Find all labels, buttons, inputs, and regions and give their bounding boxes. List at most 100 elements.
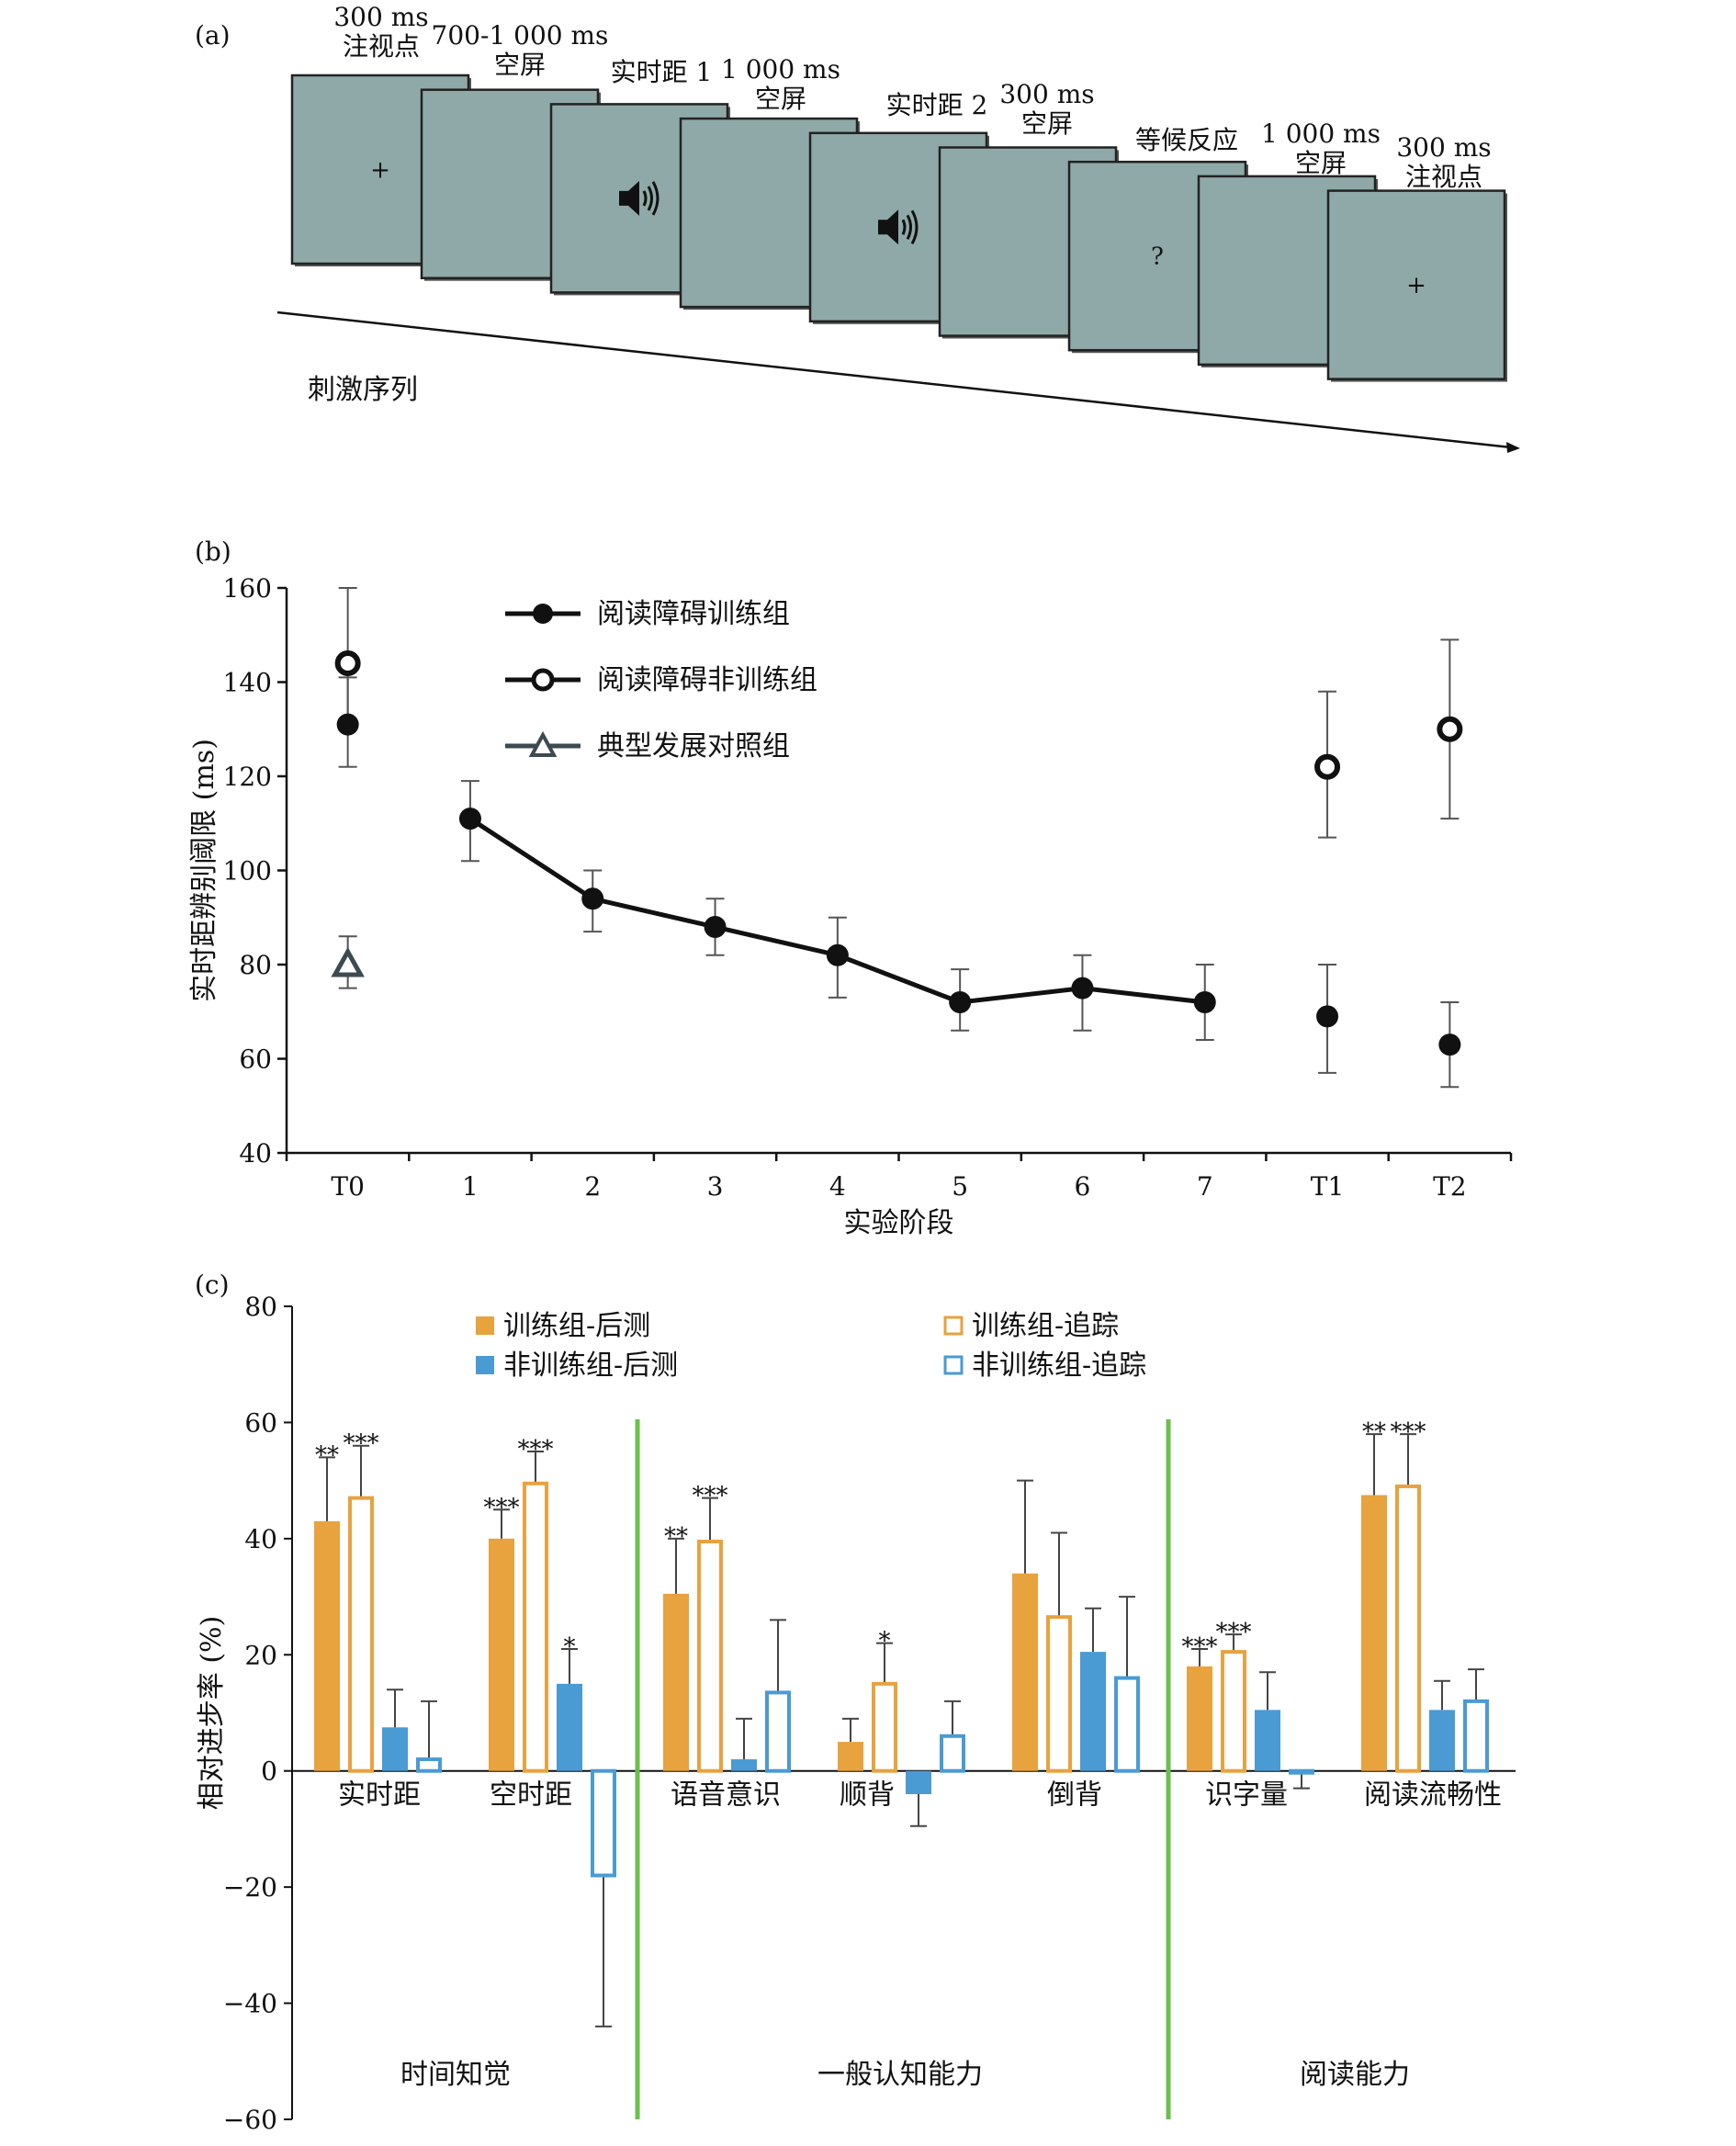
- bar-training-post: [1187, 1666, 1212, 1771]
- y-tick-label: 160: [223, 573, 272, 604]
- legend-label: 阅读障碍训练组: [597, 598, 790, 630]
- y-tick-label: 20: [244, 1640, 277, 1670]
- bar-nontraining-followup: [1289, 1768, 1314, 1775]
- significance-marker: ***: [518, 1436, 554, 1463]
- y-tick-label: 80: [239, 950, 272, 980]
- speaker-icon: [878, 209, 919, 245]
- significance-marker: ***: [1391, 1418, 1426, 1446]
- y-tick-label: −40: [223, 1989, 277, 2019]
- group-label: 阅读能力: [1300, 2059, 1410, 2091]
- y-tick-label: 60: [244, 1407, 277, 1438]
- screen-label: 实时距 2: [886, 90, 988, 120]
- bar-training-followup: [348, 1496, 374, 1773]
- x-tick-label: 6: [1075, 1171, 1091, 1202]
- data-point-training: [949, 991, 972, 1013]
- bar-nontraining-followup: [940, 1734, 965, 1773]
- bar-training-followup: [1395, 1484, 1421, 1773]
- category-label: 阅读流畅性: [1364, 1779, 1502, 1812]
- bar-training-followup: [697, 1540, 723, 1773]
- speaker-icon-wave: [651, 181, 659, 216]
- x-axis-label: 实验阶段: [844, 1207, 954, 1239]
- y-tick-label: −60: [223, 2105, 277, 2135]
- legend-swatch: [943, 1355, 964, 1375]
- bar-training-post: [663, 1593, 689, 1771]
- sequence-label: 刺激序列: [308, 374, 418, 406]
- significance-marker: **: [664, 1523, 688, 1551]
- data-point-training: [458, 808, 481, 830]
- screen-label: 空屏: [1021, 108, 1073, 139]
- category-label: 顺背: [840, 1779, 895, 1812]
- data-point-training: [1316, 1005, 1339, 1028]
- y-tick-label: −20: [223, 1872, 277, 1903]
- significance-marker: *: [879, 1628, 891, 1655]
- time-arrow-line: [276, 311, 1512, 449]
- y-tick-label: 0: [261, 1756, 277, 1787]
- category-label: 语音意识: [671, 1779, 781, 1812]
- stimulus-screen: [1326, 189, 1506, 380]
- bar-nontraining-post: [1429, 1710, 1455, 1771]
- legend-marker: [531, 668, 555, 692]
- legend-label: 非训练组-后测: [503, 1350, 678, 1382]
- screen-label: 空屏: [755, 84, 806, 114]
- bar-training-post: [838, 1742, 863, 1771]
- screen-label: 300 ms: [999, 79, 1094, 109]
- speaker-icon-wave: [910, 209, 919, 245]
- bar-training-post: [489, 1538, 514, 1771]
- bar-nontraining-followup: [1463, 1699, 1489, 1773]
- legend-label: 典型发展对照组: [597, 730, 790, 762]
- y-axis-label: 实时距辨别阈限 (ms): [188, 739, 220, 1002]
- speaker-icon-wave: [906, 214, 912, 241]
- fixation-cross: +: [1406, 272, 1426, 299]
- y-tick-label: 60: [239, 1045, 272, 1075]
- x-tick-label: 3: [707, 1171, 724, 1202]
- legend-marker: [528, 730, 558, 757]
- bar-nontraining-followup: [1114, 1676, 1140, 1773]
- significance-marker: *: [564, 1633, 576, 1661]
- legend-label: 训练组-追踪: [972, 1310, 1119, 1342]
- group-label: 时间知觉: [400, 2059, 511, 2091]
- speaker-icon: [619, 180, 659, 216]
- bar-training-followup: [523, 1481, 548, 1773]
- y-tick-label: 40: [239, 1138, 272, 1169]
- category-label: 空时距: [490, 1779, 572, 1812]
- screen-label: 空屏: [1295, 148, 1347, 178]
- category-label: 实时距: [338, 1779, 421, 1812]
- x-tick-label: 5: [952, 1171, 968, 1202]
- panel-a-label: (a): [195, 20, 231, 51]
- screen-label: 实时距 1: [611, 57, 713, 87]
- legend-swatch: [943, 1316, 964, 1336]
- bar-training-post: [1361, 1495, 1387, 1771]
- y-tick-label: 80: [244, 1292, 277, 1322]
- group-label: 一般认知能力: [817, 2059, 983, 2091]
- bar-nontraining-post: [382, 1727, 408, 1771]
- x-tick-label: T1: [1311, 1171, 1345, 1202]
- panel-b-label: (b): [195, 536, 231, 567]
- data-point-training: [336, 713, 359, 736]
- speaker-icon-body: [619, 180, 639, 216]
- bar-training-followup: [1046, 1615, 1072, 1773]
- significance-marker: **: [1362, 1418, 1386, 1446]
- significance-marker: ***: [484, 1494, 520, 1521]
- x-tick-label: 1: [462, 1171, 479, 1202]
- data-point-training: [704, 916, 727, 938]
- legend-swatch: [476, 1316, 494, 1335]
- bar-nontraining-followup: [416, 1757, 442, 1773]
- bar-nontraining-followup: [765, 1690, 791, 1773]
- data-point-training: [1193, 991, 1216, 1013]
- data-point-training: [1071, 977, 1094, 1000]
- screen-label: 300 ms: [333, 2, 428, 32]
- legend-label: 阅读障碍非训练组: [597, 664, 817, 696]
- x-tick-label: 7: [1197, 1171, 1213, 1202]
- bar-training-post: [1012, 1573, 1038, 1771]
- y-tick-label: 120: [223, 762, 272, 792]
- data-point-nontraining: [1437, 716, 1463, 742]
- x-tick-label: T2: [1433, 1171, 1467, 1202]
- significance-marker: ***: [344, 1430, 379, 1458]
- data-point-training: [1438, 1033, 1461, 1056]
- bar-training-post: [314, 1520, 340, 1771]
- bar-training-followup: [872, 1681, 897, 1773]
- screen-label: 1 000 ms: [1261, 119, 1381, 149]
